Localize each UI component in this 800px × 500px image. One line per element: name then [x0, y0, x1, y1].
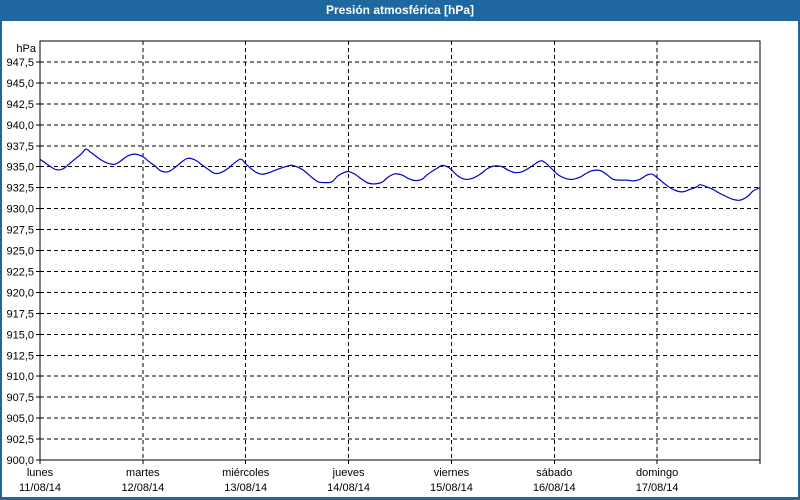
y-tick-label: 910,0	[6, 371, 34, 383]
y-tick-label: 920,0	[6, 287, 34, 299]
y-tick-label: 917,5	[6, 308, 34, 320]
x-date-label: 13/08/14	[224, 482, 267, 494]
y-tick-label: 945,0	[6, 78, 34, 90]
x-day-label: lunes	[27, 467, 54, 479]
x-day-label: martes	[126, 467, 160, 479]
y-tick-label: 940,0	[6, 120, 34, 132]
y-tick-label: 930,0	[6, 204, 34, 216]
y-tick-label: 915,0	[6, 329, 34, 341]
y-axis-unit-label: hPa	[16, 43, 36, 55]
y-tick-label: 905,0	[6, 413, 34, 425]
x-date-label: 15/08/14	[430, 482, 473, 494]
y-tick-label: 947,5	[6, 57, 34, 69]
y-tick-label: 912,5	[6, 350, 34, 362]
y-tick-label: 942,5	[6, 99, 34, 111]
y-tick-label: 900,0	[6, 455, 34, 467]
x-date-label: 12/08/14	[121, 482, 164, 494]
plot-border	[39, 40, 761, 461]
y-tick-label: 925,0	[6, 246, 34, 258]
x-day-label: jueves	[332, 467, 365, 479]
y-tick-label: 922,5	[6, 266, 34, 278]
pressure-line	[39, 148, 761, 201]
y-tick-label: 932,5	[6, 183, 34, 195]
y-tick-label: 927,5	[6, 225, 34, 237]
y-tick-label: 935,0	[6, 162, 34, 174]
y-tick-label: 937,5	[6, 141, 34, 153]
y-tick-label: 902,5	[6, 434, 34, 446]
x-day-label: miércoles	[222, 467, 270, 479]
x-date-label: 11/08/14	[19, 482, 61, 494]
x-date-label: 17/08/14	[636, 482, 679, 494]
x-day-label: domingo	[636, 467, 678, 479]
x-day-label: viernes	[434, 467, 470, 479]
x-date-label: 16/08/14	[533, 482, 576, 494]
window-titlebar: Presión atmosférica [hPa]	[0, 0, 800, 21]
window-title: Presión atmosférica [hPa]	[325, 3, 475, 17]
x-date-label: 14/08/14	[327, 482, 370, 494]
x-day-label: sábado	[536, 467, 572, 479]
y-tick-label: 907,5	[6, 392, 34, 404]
